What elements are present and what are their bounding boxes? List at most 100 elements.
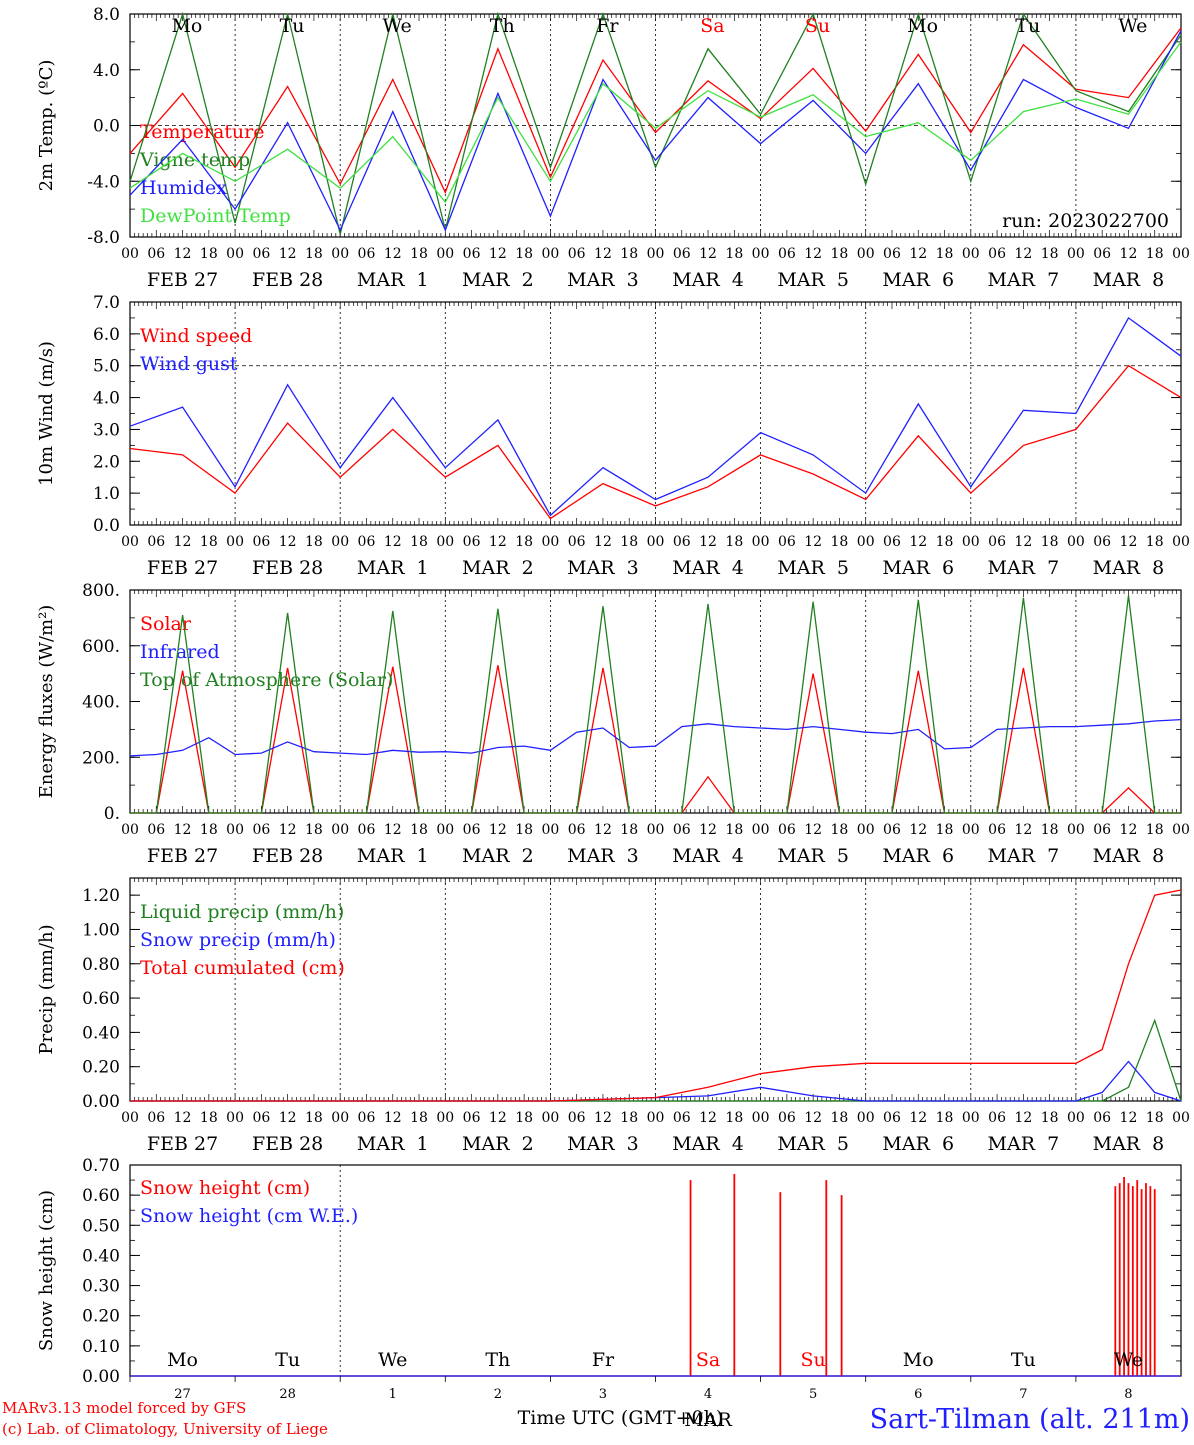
hour-tick-label: 00 — [226, 1110, 244, 1126]
hour-tick-label: 00 — [1172, 822, 1190, 838]
hour-tick-label: 00 — [226, 246, 244, 262]
hour-tick-label: 18 — [1146, 246, 1164, 262]
hour-tick-label: 18 — [831, 1110, 849, 1126]
weekday-label: Mo — [903, 1349, 934, 1371]
hour-tick-label: 18 — [725, 246, 743, 262]
hour-tick-label: 06 — [568, 534, 586, 550]
hour-tick-label: 00 — [857, 534, 875, 550]
legend-entry: DewPoint Temp — [140, 205, 291, 227]
series-line — [129, 41, 1182, 204]
hour-tick-label: 18 — [305, 822, 323, 838]
hour-tick-label: 18 — [831, 822, 849, 838]
hour-tick-label: 12 — [489, 534, 507, 550]
hour-tick-label: 18 — [1146, 822, 1164, 838]
date-label: MAR 4 — [672, 1133, 744, 1155]
hour-tick-label: 12 — [594, 246, 612, 262]
hour-tick-label: 12 — [699, 246, 717, 262]
hour-tick-label: 00 — [436, 822, 454, 838]
hour-tick-label: 12 — [1120, 822, 1138, 838]
weekday-label: We — [1114, 1349, 1143, 1371]
date-label: MAR 8 — [1093, 1133, 1165, 1155]
date-label: MAR 7 — [988, 557, 1060, 579]
weekday-label: We — [1118, 15, 1147, 37]
series-line — [129, 11, 1182, 235]
weekday-label: Fr — [592, 1349, 615, 1371]
hour-tick-label: 06 — [1093, 822, 1111, 838]
date-label: MAR 8 — [1093, 557, 1165, 579]
hour-tick-label: 00 — [226, 534, 244, 550]
footer-lab-credit: (c) Lab. of Climatology, University of L… — [2, 1420, 328, 1438]
date-label: FEB 28 — [252, 557, 323, 579]
date-label: MAR 7 — [988, 269, 1060, 291]
weekday-label: Mo — [907, 15, 938, 37]
hour-tick-label: 00 — [121, 246, 139, 262]
hour-tick-label: 18 — [1146, 1110, 1164, 1126]
hour-tick-label: 18 — [410, 246, 428, 262]
hour-tick-label: 12 — [699, 822, 717, 838]
hour-tick-label: 00 — [331, 246, 349, 262]
date-label: MAR 3 — [567, 1133, 639, 1155]
hour-tick-label: 18 — [725, 534, 743, 550]
hour-tick-label: 18 — [831, 534, 849, 550]
date-label: MAR 1 — [357, 1133, 429, 1155]
hour-tick-label: 18 — [1146, 534, 1164, 550]
hour-tick-label: 12 — [804, 246, 822, 262]
weekday-label: Tu — [280, 15, 305, 37]
hour-tick-label: 12 — [1014, 1110, 1032, 1126]
panel-1: -8.0 -4.0 0.0 4.0 8.0 2m Temp. (ºC) Temperatur… — [36, 5, 1190, 291]
date-label: MAR 3 — [567, 557, 639, 579]
y-tick-label: 0.70 — [82, 1156, 120, 1176]
time-axis-label: Time UTC (GMT+0h) — [518, 1407, 724, 1429]
hour-tick-label: 00 — [752, 534, 770, 550]
hour-tick-label: 06 — [252, 1110, 270, 1126]
weekday-label: We — [378, 1349, 407, 1371]
day-number-label: 7 — [1019, 1387, 1027, 1402]
hour-tick-label: 12 — [594, 1110, 612, 1126]
hour-tick-label: 06 — [568, 1110, 586, 1126]
weekday-label: Tu — [275, 1349, 300, 1371]
hour-tick-label: 18 — [305, 534, 323, 550]
hour-tick-label: 06 — [358, 822, 376, 838]
hour-tick-label: 18 — [1041, 1110, 1059, 1126]
hour-tick-label: 06 — [1093, 534, 1111, 550]
hour-tick-label: 06 — [147, 822, 165, 838]
hour-tick-label: 18 — [410, 822, 428, 838]
hour-tick-label: 00 — [962, 822, 980, 838]
hour-tick-label: 12 — [489, 1110, 507, 1126]
hour-tick-label: 00 — [1067, 246, 1085, 262]
date-label: MAR 8 — [1093, 269, 1165, 291]
station-label: Sart-Tilman (alt. 211m) — [870, 1404, 1190, 1435]
panel-2: 0.0 1.0 2.0 3.0 4.0 5.0 6.0 7.0 10m Wind (m/s) Wi… — [36, 293, 1190, 579]
hour-tick-label: 06 — [147, 246, 165, 262]
date-label: MAR 4 — [672, 269, 744, 291]
day-number-label: 5 — [809, 1387, 817, 1402]
series-line — [129, 364, 1182, 520]
hour-tick-label: 06 — [147, 534, 165, 550]
hour-tick-label: 12 — [594, 822, 612, 838]
hour-tick-label: 00 — [331, 822, 349, 838]
y-tick-label: 0.30 — [82, 1277, 120, 1297]
panel-5: 0.00 0.10 0.20 0.30 0.40 0.50 0.60 0.70 Snow hei… — [36, 1156, 1182, 1431]
hour-tick-label: 00 — [962, 246, 980, 262]
hour-tick-label: 12 — [279, 1110, 297, 1126]
date-label: FEB 27 — [147, 845, 218, 867]
day-number-label: 6 — [914, 1387, 922, 1402]
y-tick-label: 0.60 — [82, 989, 120, 1009]
hour-tick-label: 12 — [1014, 534, 1032, 550]
hour-tick-label: 18 — [515, 1110, 533, 1126]
y-tick-label: 0.60 — [82, 1186, 120, 1206]
hour-tick-label: 00 — [647, 822, 665, 838]
hour-tick-label: 06 — [883, 1110, 901, 1126]
panel-4: 0.00 0.20 0.40 0.60 0.80 1.00 1.20 Precip (mm/h… — [36, 877, 1190, 1155]
date-label: FEB 27 — [147, 269, 218, 291]
date-label: MAR 7 — [988, 1133, 1060, 1155]
hour-tick-label: 18 — [936, 246, 954, 262]
hour-tick-label: 18 — [200, 246, 218, 262]
hour-tick-label: 06 — [988, 822, 1006, 838]
hour-tick-label: 06 — [358, 1110, 376, 1126]
hour-tick-label: 00 — [962, 1110, 980, 1126]
hour-tick-label: 00 — [541, 246, 559, 262]
hour-tick-label: 12 — [909, 1110, 927, 1126]
y-tick-label: 0.20 — [82, 1307, 120, 1327]
y-tick-label: 1.20 — [82, 886, 120, 906]
